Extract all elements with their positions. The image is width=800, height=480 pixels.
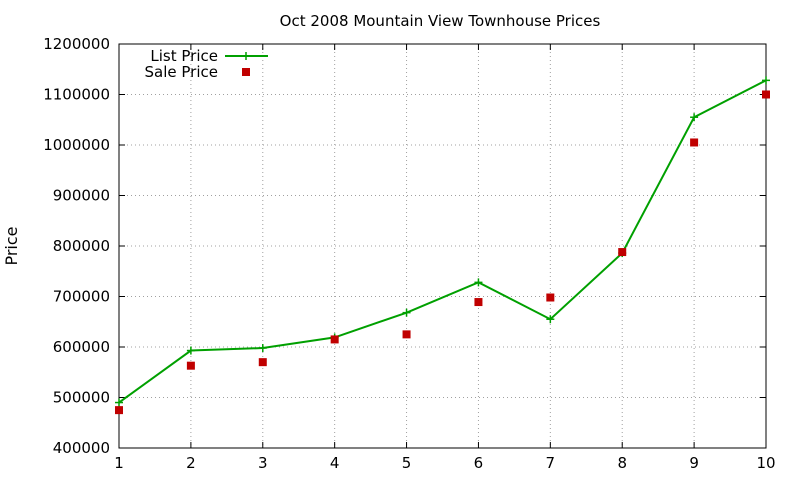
list-price-point (186, 346, 195, 355)
x-tick-label: 2 (186, 454, 196, 472)
y-tick-label: 1200000 (43, 35, 110, 53)
x-tick-label: 5 (402, 454, 412, 472)
sale-price-point (474, 298, 483, 307)
list-price-point (258, 344, 267, 353)
y-tick-label: 600000 (53, 338, 110, 356)
sale-price-point (762, 90, 770, 99)
sale-price-point (115, 406, 123, 415)
x-tick-label: 4 (330, 454, 340, 472)
y-tick-labels: 400000 500000 600000 700000 800000 900000 1000… (43, 35, 110, 457)
list-price-point (690, 113, 699, 122)
x-tick-labels: 1 2 3 4 5 6 7 8 9 10 (114, 454, 775, 472)
legend-square-swatch (242, 68, 250, 76)
sale-price-point (330, 335, 339, 344)
legend-label: List Price (150, 47, 218, 65)
x-tick-label: 7 (546, 454, 556, 472)
sale-price-point (186, 361, 195, 370)
plot-frame (118, 43, 767, 449)
x-tick-label: 9 (689, 454, 699, 472)
sale-price-point (546, 293, 555, 302)
list-price-point (402, 308, 411, 317)
axis-ticks (118, 43, 767, 449)
y-tick-label: 900000 (53, 187, 110, 205)
y-tick-label: 1100000 (43, 86, 110, 104)
sale-price-point (618, 248, 627, 257)
x-tick-label: 6 (474, 454, 484, 472)
sale-price-point (258, 358, 267, 367)
list-price-line (118, 79, 767, 404)
grid-lines (119, 44, 766, 448)
x-tick-label: 1 (114, 454, 124, 472)
y-tick-label: 800000 (53, 237, 110, 255)
list-price-point (546, 315, 555, 324)
list-price-point (762, 76, 770, 85)
y-tick-label: 700000 (53, 288, 110, 306)
x-tick-label: 3 (258, 454, 268, 472)
x-tick-label: 8 (617, 454, 627, 472)
sale-price-point (690, 138, 699, 147)
y-axis-label: Price (2, 226, 21, 265)
list-price-point (474, 278, 483, 287)
x-tick-label: 10 (756, 454, 775, 472)
legend-label: Sale Price (145, 63, 218, 81)
y-tick-label: 1000000 (43, 136, 110, 154)
chart-title: Oct 2008 Mountain View Townhouse Prices (280, 12, 601, 30)
series-layer (115, 76, 770, 415)
y-tick-label: 500000 (53, 389, 110, 407)
list-price-point (115, 398, 123, 407)
y-tick-label: 400000 (53, 439, 110, 457)
legend-cross-swatch (242, 52, 250, 60)
sale-price-point (402, 330, 411, 339)
